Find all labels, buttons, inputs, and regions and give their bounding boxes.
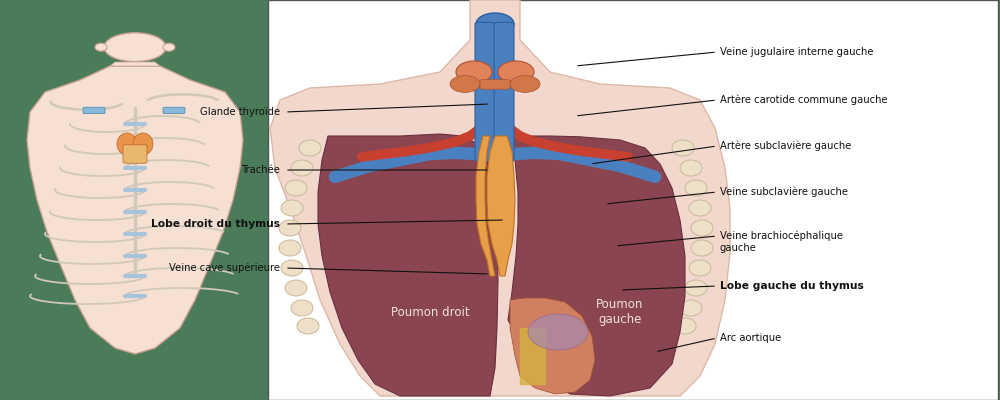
Text: Poumon
gauche: Poumon gauche [596, 298, 644, 326]
Ellipse shape [104, 33, 166, 62]
Ellipse shape [456, 61, 492, 83]
FancyBboxPatch shape [83, 107, 105, 114]
Ellipse shape [672, 140, 694, 156]
Ellipse shape [528, 314, 588, 350]
Text: Trachée: Trachée [241, 165, 280, 175]
Ellipse shape [680, 300, 702, 316]
Text: Artère carotide commune gauche: Artère carotide commune gauche [720, 95, 888, 105]
Polygon shape [487, 136, 515, 276]
Text: Veine cave supérieure: Veine cave supérieure [169, 263, 280, 273]
Ellipse shape [285, 280, 307, 296]
Ellipse shape [510, 76, 540, 92]
Ellipse shape [163, 43, 175, 51]
Text: Veine brachiocéphalique
gauche: Veine brachiocéphalique gauche [720, 231, 843, 253]
Ellipse shape [685, 180, 707, 196]
Text: Poumon droit: Poumon droit [391, 306, 469, 318]
Ellipse shape [450, 76, 480, 92]
Ellipse shape [674, 318, 696, 334]
FancyBboxPatch shape [475, 22, 495, 162]
Polygon shape [510, 298, 595, 394]
Ellipse shape [95, 43, 107, 51]
Ellipse shape [291, 300, 313, 316]
Polygon shape [476, 136, 495, 276]
Ellipse shape [285, 180, 307, 196]
Polygon shape [508, 136, 685, 396]
Ellipse shape [279, 220, 301, 236]
Text: Lobe droit du thymus: Lobe droit du thymus [151, 219, 280, 229]
Text: Glande thyroïde: Glande thyroïde [200, 107, 280, 117]
FancyBboxPatch shape [494, 22, 514, 162]
FancyBboxPatch shape [163, 107, 185, 114]
Ellipse shape [680, 160, 702, 176]
Polygon shape [318, 134, 498, 396]
Text: Artère subclavière gauche: Artère subclavière gauche [720, 141, 851, 151]
Text: Arc aortique: Arc aortique [720, 333, 781, 343]
Polygon shape [27, 66, 243, 354]
Text: Lobe gauche du thymus: Lobe gauche du thymus [720, 281, 864, 291]
Polygon shape [270, 0, 730, 396]
Ellipse shape [689, 200, 711, 216]
Ellipse shape [279, 240, 301, 256]
Ellipse shape [133, 133, 153, 155]
Ellipse shape [281, 200, 303, 216]
Ellipse shape [689, 260, 711, 276]
Ellipse shape [299, 140, 321, 156]
Bar [268, 0, 998, 400]
Ellipse shape [297, 318, 319, 334]
FancyBboxPatch shape [123, 145, 147, 163]
FancyBboxPatch shape [480, 80, 510, 89]
Ellipse shape [498, 61, 534, 83]
Text: Veine subclavière gauche: Veine subclavière gauche [720, 187, 848, 197]
Ellipse shape [476, 13, 514, 35]
Polygon shape [110, 62, 160, 66]
Ellipse shape [685, 280, 707, 296]
Ellipse shape [691, 240, 713, 256]
Ellipse shape [281, 260, 303, 276]
Ellipse shape [291, 160, 313, 176]
Ellipse shape [117, 133, 137, 155]
Ellipse shape [691, 220, 713, 236]
Text: Veine jugulaire interne gauche: Veine jugulaire interne gauche [720, 47, 874, 57]
